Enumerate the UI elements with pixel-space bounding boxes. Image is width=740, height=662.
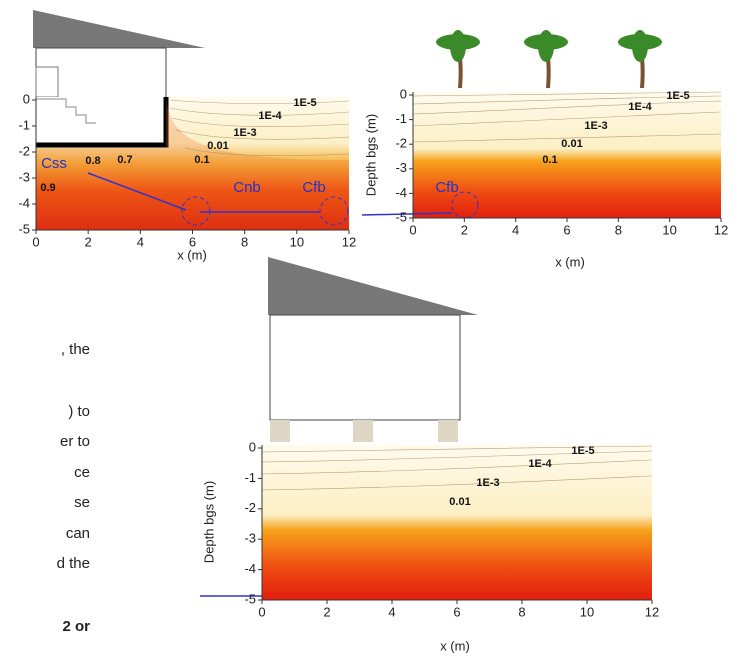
window [36,67,58,97]
y-tick-label: -4 [395,185,407,200]
annotation: Cfb [302,179,325,196]
body-text: can [66,525,90,542]
x-tick-label: 6 [563,222,570,237]
y-tick-label: 0 [400,86,407,101]
pillar [270,420,290,442]
contour-label: 0.8 [85,155,100,167]
basement [36,97,166,145]
roof [268,257,478,315]
roof [33,10,205,48]
contour-label: 0.01 [207,140,228,152]
pillar [353,420,373,442]
contour-field [413,92,721,218]
annotation: Cfb [435,179,458,196]
body-text: d the [57,555,90,572]
contour-label: 0.1 [542,154,557,166]
y-tick-label: -1 [18,117,30,132]
y-axis-label: Depth bgs (m) [201,481,216,563]
x-tick-label: 8 [518,604,525,619]
x-tick-label: 4 [137,234,144,249]
x-tick-label: 2 [461,222,468,237]
x-tick-label: 6 [453,604,460,619]
y-tick-label: 0 [249,439,256,454]
x-axis-label: x (m) [555,254,585,269]
contour-label: 1E-5 [666,90,689,102]
y-tick-label: -3 [395,160,407,175]
x-tick-label: 12 [645,604,659,619]
y-tick-label: -1 [395,111,407,126]
contour-label: 1E-3 [233,127,256,139]
palms [436,30,662,88]
x-tick-label: 2 [85,234,92,249]
y-tick-label: -5 [395,209,407,224]
contour-label: 0.01 [449,496,470,508]
y-tick-label: -2 [18,143,30,158]
y-tick-label: -5 [244,591,256,606]
figure: 0 2 4 6 8 10 12 0 -1 -2 -3 -4 -5 x (m) 0 2 4 6 8 10 12 0 -1 -2 -… [0,0,740,662]
y-tick-label: -4 [18,195,30,210]
contour-label: 0.9 [40,182,55,194]
contour-label: 1E-4 [258,110,282,122]
x-tick-label: 10 [662,222,676,237]
x-tick-label: 10 [580,604,594,619]
body-text: , the [61,341,90,358]
x-tick-label: 0 [32,234,39,249]
x-axis-label: x (m) [440,638,470,653]
x-tick-label: 2 [323,604,330,619]
body-text: ) to [68,403,90,420]
pillar [438,420,458,442]
x-tick-label: 8 [615,222,622,237]
contour-label: 1E-4 [628,101,652,113]
contour-label: 0.01 [561,138,582,150]
contour-label: 0.1 [194,154,209,166]
y-tick-label: -2 [244,500,256,515]
contour-label: 1E-3 [476,477,499,489]
y-tick-label: -1 [244,470,256,485]
y-tick-label: -4 [244,561,256,576]
x-tick-label: 12 [714,222,728,237]
x-tick-label: 4 [512,222,519,237]
bottom-panel [200,257,652,600]
left-panel [33,10,349,230]
y-tick-label: -3 [18,169,30,184]
y-axis-label: Depth bgs (m) [363,114,378,196]
contour-label: 0.7 [117,154,132,166]
body-text: er to [60,433,90,450]
body-text: 2 or [62,618,90,635]
x-tick-label: 12 [342,234,356,249]
contour-label: 1E-4 [528,458,552,470]
x-tick-label: 8 [241,234,248,249]
y-tick-label: -2 [395,136,407,151]
contour-label: 1E-5 [571,445,594,457]
body-text: ce [74,464,90,481]
y-tick-label: 0 [23,91,30,106]
x-tick-label: 0 [409,222,416,237]
body-text: se [74,494,90,511]
right-panel [362,30,721,218]
annotation: Css [41,155,67,172]
annotation: Cnb [233,179,261,196]
x-tick-label: 4 [388,604,395,619]
y-tick-label: -3 [244,531,256,546]
x-tick-label: 0 [258,604,265,619]
contour-label: 1E-3 [584,120,607,132]
contour-label: 1E-5 [293,97,316,109]
x-axis-label: x (m) [177,247,207,262]
y-tick-label: -5 [18,221,30,236]
house [270,315,460,420]
x-tick-label: 10 [290,234,304,249]
